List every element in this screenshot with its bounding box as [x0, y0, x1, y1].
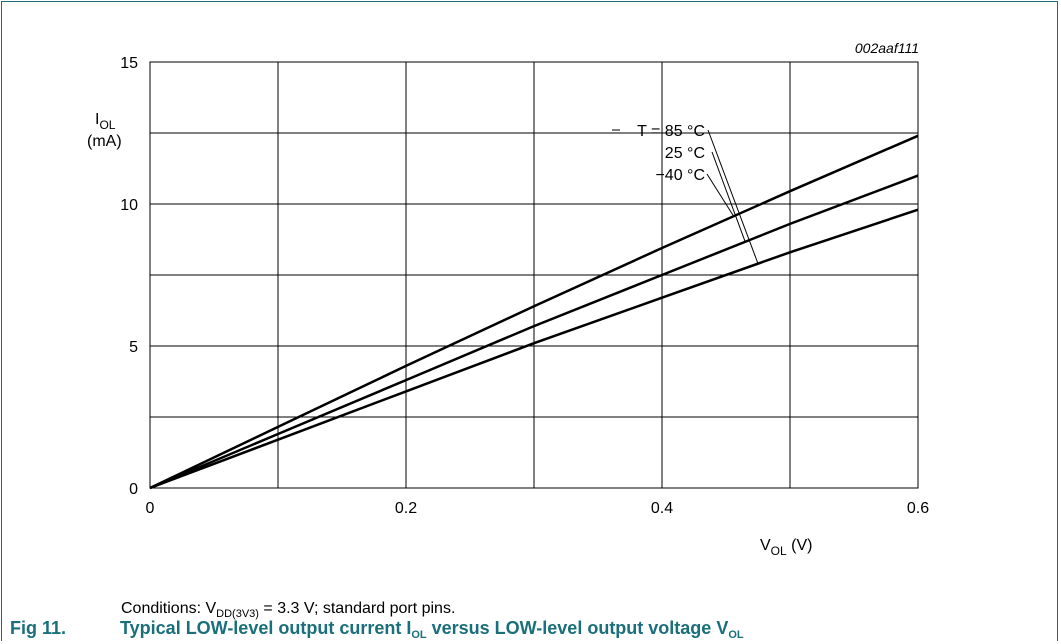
x-tick-label: 0.4	[651, 500, 673, 517]
series-layer	[149, 134, 919, 490]
annotations: T = 85 °C 25 °C −40 °C	[612, 123, 759, 264]
series-25c-line	[149, 174, 919, 490]
x-tick-label: 0	[146, 500, 155, 517]
annotation-label: −40 °C	[655, 167, 705, 184]
y-axis-label: IOL	[95, 111, 116, 132]
x-axis-label: VOL (V)	[760, 537, 812, 558]
annotation-label: T = 85 °C	[637, 123, 705, 140]
series-minus40c-line	[149, 134, 919, 490]
grid	[149, 61, 919, 489]
x-tick-label: 0.6	[907, 500, 929, 517]
annotation-leader	[711, 151, 746, 242]
tick-labels: 0 0.2 0.4 0.6 0 5 10 15	[120, 55, 929, 517]
figure-caption: Fig 11. Typical LOW-level output current …	[10, 618, 744, 641]
y-tick-label: 10	[120, 197, 138, 214]
y-axis-unit: (mA)	[87, 133, 122, 150]
figure-number: Fig 11.	[10, 618, 67, 638]
y-tick-label: 0	[129, 481, 138, 498]
plot-border	[149, 61, 919, 489]
annotation-label: 25 °C	[665, 145, 705, 162]
chart-id-label: 002aaf111	[855, 40, 919, 56]
conditions-note: Conditions: VDD(3V3) = 3.3 V; standard p…	[121, 600, 456, 620]
chart: 0 0.2 0.4 0.6 0 5 10 15 T = 85 °C 25 °C −40 °C 00…	[87, 40, 929, 558]
annotation-leader	[707, 129, 759, 264]
x-tick-label: 0.2	[395, 500, 417, 517]
y-tick-label: 15	[120, 55, 138, 72]
y-tick-label: 5	[129, 339, 138, 356]
annotation-leader	[706, 173, 735, 217]
series-85c-line	[149, 208, 919, 490]
